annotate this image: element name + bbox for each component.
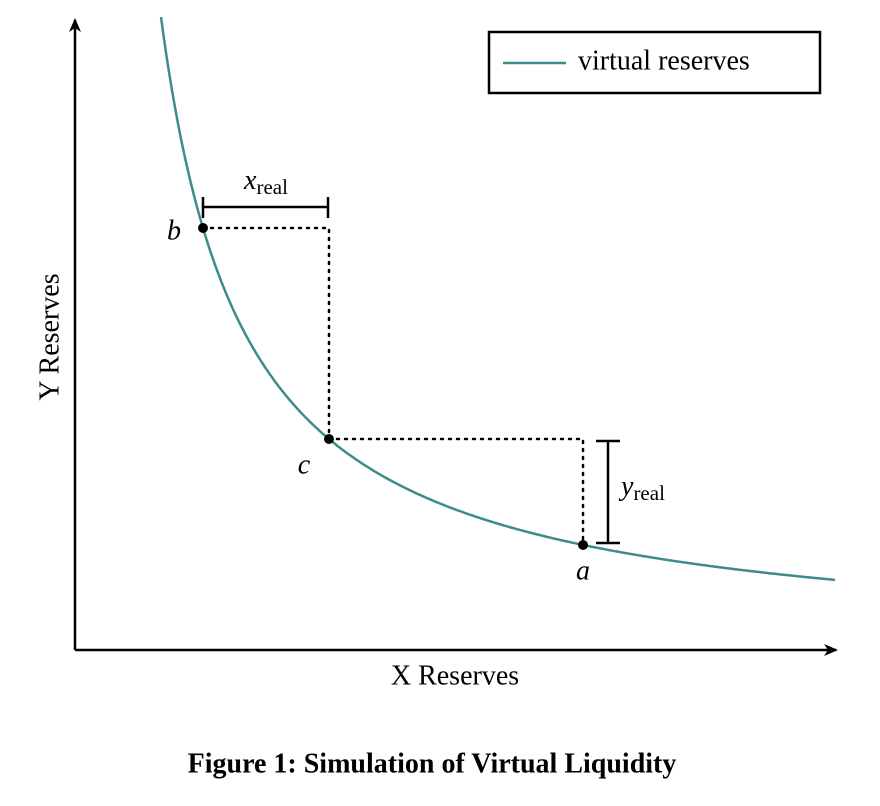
point-label: c [298,449,311,480]
y-axis-label: Y Reserves [34,273,65,400]
guide-c-a [327,437,585,547]
x-real-bracket [201,197,330,218]
point-label: b [167,215,181,246]
y-real-bracket [596,439,620,545]
y-real-label: yreal [618,471,665,504]
legend-label: virtual reserves [578,45,750,76]
curve [159,16,836,582]
point-b [198,223,208,233]
point-label: a [576,555,590,586]
point-c [324,434,334,444]
guide-b-c [201,226,331,441]
x-axis-label: X Reserves [391,660,519,691]
x-real-label: xreal [243,165,288,198]
point-a [578,540,588,550]
caption: Figure 1: Simulation of Virtual Liquidit… [188,748,677,779]
